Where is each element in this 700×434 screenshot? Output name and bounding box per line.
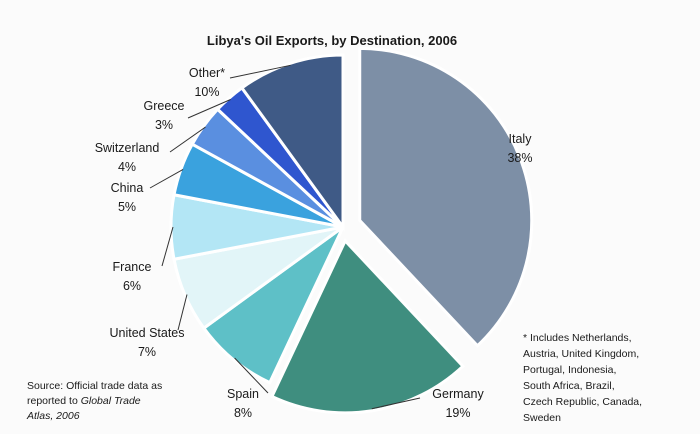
source-line-2-prefix: reported to xyxy=(27,395,81,407)
slice-label-france: France xyxy=(113,260,152,274)
source-line-2-italic: Global Trade xyxy=(81,395,141,407)
slice-value-spain: 8% xyxy=(234,406,252,420)
slice-value-germany: 19% xyxy=(445,406,470,420)
pie-slice-other xyxy=(239,53,345,232)
footnote-line-1: * Includes Netherlands, xyxy=(523,332,632,344)
leader-line-united-states xyxy=(177,294,188,331)
leader-line-france xyxy=(161,226,174,267)
slice-label-other: Other* xyxy=(189,66,225,80)
footnote-line-2: Austria, United Kingdom, xyxy=(523,348,639,360)
source-note: Source: Official trade data as reported … xyxy=(26,380,162,422)
leader-line-other xyxy=(229,64,291,79)
leader-line-china xyxy=(149,168,184,189)
slice-label-germany: Germany xyxy=(432,387,484,401)
pie-slices xyxy=(169,46,534,415)
leader-line-spain xyxy=(234,357,269,394)
pie-slice-italy xyxy=(358,46,534,348)
slice-value-france: 6% xyxy=(123,279,141,293)
pie-slice-germany xyxy=(269,238,466,415)
source-line-2: reported to Global Trade xyxy=(27,395,141,407)
leader-line-greece xyxy=(187,99,231,119)
slice-value-greece: 3% xyxy=(155,118,173,132)
slice-label-united-states: United States xyxy=(109,326,184,340)
footnote: * Includes Netherlands, Austria, United … xyxy=(523,332,642,424)
footnote-line-6: Sweden xyxy=(523,412,561,424)
slice-label-greece: Greece xyxy=(144,99,185,113)
leader-line-switzerland xyxy=(169,126,206,153)
slice-label-china: China xyxy=(111,181,144,195)
label-leader-lines xyxy=(149,64,421,410)
chart-title: Libya's Oil Exports, by Destination, 200… xyxy=(207,33,457,48)
slice-value-switzerland: 4% xyxy=(118,160,136,174)
slice-label-italy: Italy xyxy=(509,132,533,146)
slice-label-switzerland: Switzerland xyxy=(95,141,160,155)
source-line-3: Atlas, 2006 xyxy=(26,410,80,422)
slice-value-united-states: 7% xyxy=(138,345,156,359)
slice-value-china: 5% xyxy=(118,200,136,214)
footnote-line-5: Czech Republic, Canada, xyxy=(523,396,642,408)
leader-line-germany xyxy=(371,397,421,410)
source-line-1: Source: Official trade data as xyxy=(27,380,162,392)
slice-value-other: 10% xyxy=(194,85,219,99)
slice-value-italy: 38% xyxy=(507,151,532,165)
slice-labels: Italy 38% Germany 19% Spain 8% United States 7%… xyxy=(95,66,533,420)
slice-label-spain: Spain xyxy=(227,387,259,401)
footnote-line-4: South Africa, Brazil, xyxy=(523,380,615,392)
footnote-line-3: Portugal, Indonesia, xyxy=(523,364,616,376)
